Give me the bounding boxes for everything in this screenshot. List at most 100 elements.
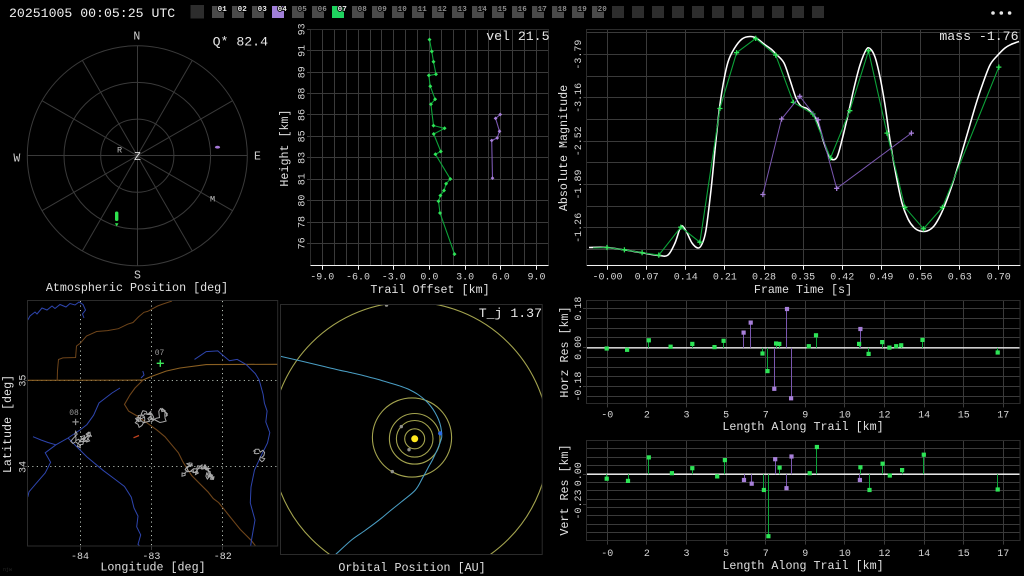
svg-text:78: 78 [298, 216, 309, 228]
svg-text:vel 21.5: vel 21.5 [486, 29, 549, 44]
svg-text:14: 14 [478, 6, 488, 14]
svg-text:3: 3 [683, 411, 689, 422]
svg-text:-0: -0 [601, 411, 613, 422]
svg-text:Trail Offset [km]: Trail Offset [km] [370, 283, 489, 297]
svg-text:Z: Z [134, 151, 141, 164]
svg-text:-1.26: -1.26 [574, 213, 585, 243]
svg-text:04: 04 [278, 6, 288, 14]
svg-text:03: 03 [258, 6, 268, 14]
svg-text:15: 15 [958, 411, 970, 422]
svg-text:09: 09 [378, 6, 388, 14]
svg-text:0.07: 0.07 [635, 273, 659, 284]
svg-text:Height [km]: Height [km] [278, 109, 292, 186]
svg-text:34: 34 [19, 461, 30, 473]
svg-text:13: 13 [458, 6, 468, 14]
svg-text:06: 06 [318, 6, 328, 14]
svg-text:9: 9 [802, 411, 808, 422]
svg-text:0.63: 0.63 [948, 273, 972, 284]
svg-text:2: 2 [644, 411, 650, 422]
svg-text:Frame Time [s]: Frame Time [s] [754, 283, 852, 297]
svg-text:93: 93 [298, 23, 309, 35]
svg-text:20251005 00:05:25 UTC: 20251005 00:05:25 UTC [9, 6, 175, 21]
svg-text:-9.0: -9.0 [310, 273, 334, 284]
svg-text:17: 17 [997, 549, 1009, 560]
svg-text:-83: -83 [142, 552, 160, 563]
svg-text:Atmospheric Position [deg]: Atmospheric Position [deg] [46, 281, 228, 295]
svg-text:-3.79: -3.79 [574, 40, 585, 70]
svg-text:-0.23: -0.23 [574, 489, 585, 519]
svg-text:80: 80 [298, 195, 309, 207]
svg-text:0.14: 0.14 [674, 273, 698, 284]
svg-text:0.70: 0.70 [987, 273, 1011, 284]
svg-text:0.28: 0.28 [752, 273, 776, 284]
svg-text:N: N [133, 31, 140, 44]
svg-text:7: 7 [763, 411, 769, 422]
svg-text:Q* 82.4: Q* 82.4 [213, 35, 268, 50]
svg-text:5: 5 [723, 549, 729, 560]
svg-text:Orbital Position [AU]: Orbital Position [AU] [338, 561, 485, 575]
svg-text:6.0: 6.0 [492, 273, 510, 284]
svg-text:0.42: 0.42 [830, 273, 854, 284]
svg-text:0.56: 0.56 [908, 273, 932, 284]
svg-text:0.0: 0.0 [420, 273, 438, 284]
svg-text:-0.18: -0.18 [574, 372, 585, 402]
svg-text:T_j 1.37: T_j 1.37 [479, 306, 542, 321]
svg-text:07: 07 [155, 349, 165, 358]
svg-text:89: 89 [298, 66, 309, 78]
svg-text:35: 35 [19, 375, 30, 387]
svg-text:-3.16: -3.16 [574, 83, 585, 113]
svg-text:-82: -82 [214, 552, 232, 563]
svg-text:-84: -84 [71, 552, 89, 563]
svg-text:05: 05 [298, 6, 308, 14]
svg-text:20: 20 [598, 6, 608, 14]
svg-text:-0.00: -0.00 [592, 273, 622, 284]
svg-text:0.21: 0.21 [713, 273, 737, 284]
svg-text:0.00: 0.00 [574, 462, 585, 486]
svg-text:9: 9 [802, 549, 808, 560]
svg-text:-0: -0 [601, 549, 613, 560]
svg-text:S: S [134, 270, 141, 283]
svg-text:18: 18 [558, 6, 568, 14]
svg-text:2: 2 [644, 549, 650, 560]
svg-text:0.18: 0.18 [574, 297, 585, 321]
svg-text:16: 16 [518, 6, 528, 14]
svg-text:15: 15 [958, 549, 970, 560]
svg-text:12: 12 [438, 6, 448, 14]
svg-text:W: W [13, 153, 20, 166]
svg-text:14: 14 [918, 549, 930, 560]
svg-text:76: 76 [298, 237, 309, 249]
svg-text:Absolute Magnitude: Absolute Magnitude [557, 85, 571, 211]
svg-text:15: 15 [498, 6, 508, 14]
svg-text:Horz Res [km]: Horz Res [km] [558, 306, 572, 397]
svg-text:08: 08 [69, 409, 79, 418]
svg-text:17: 17 [538, 6, 548, 14]
svg-text:9.0: 9.0 [527, 273, 545, 284]
svg-text:R: R [117, 146, 122, 156]
svg-text:0.35: 0.35 [791, 273, 815, 284]
svg-text:0.49: 0.49 [869, 273, 893, 284]
svg-text:10: 10 [398, 6, 408, 14]
svg-text:-1.89: -1.89 [574, 169, 585, 199]
svg-text:-3.0: -3.0 [382, 273, 406, 284]
svg-text:91: 91 [298, 45, 309, 57]
svg-text:3.0: 3.0 [456, 273, 474, 284]
svg-text:12: 12 [878, 549, 890, 560]
svg-text:10: 10 [839, 411, 851, 422]
svg-text:07: 07 [338, 6, 348, 14]
svg-text:-6.0: -6.0 [346, 273, 370, 284]
svg-text:-2.52: -2.52 [574, 126, 585, 156]
svg-text:11: 11 [418, 6, 428, 14]
svg-text:Longitude [deg]: Longitude [deg] [100, 561, 205, 575]
svg-text:E: E [254, 151, 261, 164]
svg-text:85: 85 [298, 130, 309, 142]
svg-text:83: 83 [298, 152, 309, 164]
svg-text:12: 12 [878, 411, 890, 422]
svg-text:10: 10 [839, 549, 851, 560]
svg-text:njw: njw [3, 567, 12, 573]
svg-text:Vert Res [km]: Vert Res [km] [558, 444, 572, 535]
svg-text:14: 14 [918, 411, 930, 422]
svg-text:7: 7 [763, 549, 769, 560]
svg-text:88: 88 [298, 88, 309, 100]
svg-text:01: 01 [218, 6, 228, 14]
svg-text:08: 08 [358, 6, 368, 14]
